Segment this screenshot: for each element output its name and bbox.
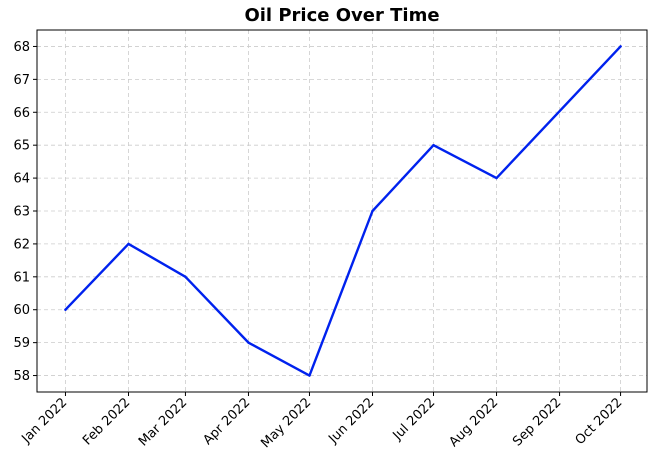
x-tick-label: Sep 2022	[510, 395, 564, 449]
y-axis: 58 59 60 61 62 63 64 65 66 67 68	[13, 40, 37, 384]
data-point	[247, 341, 250, 344]
y-tick-label: 65	[13, 139, 30, 154]
y-tick-label: 66	[13, 106, 30, 121]
y-tick-label: 68	[13, 40, 30, 55]
data-point	[432, 143, 435, 147]
series-layer	[64, 45, 622, 377]
data-point	[619, 45, 622, 48]
data-point	[495, 176, 498, 180]
y-tick-label: 63	[13, 205, 30, 220]
y-tick-label: 61	[13, 270, 30, 285]
data-point	[371, 209, 374, 213]
y-tick-label: 58	[13, 369, 30, 384]
y-tick-label: 67	[13, 73, 30, 88]
y-tick-label: 60	[13, 303, 30, 318]
x-tick-label: May 2022	[258, 395, 314, 451]
x-tick-label: Oct 2022	[573, 395, 626, 448]
grid	[37, 30, 647, 392]
y-tick-label: 62	[13, 237, 30, 252]
x-tick-label: Feb 2022	[80, 395, 133, 448]
y-tick-label: 64	[13, 172, 30, 187]
x-tick-label: Jan 2022	[18, 395, 70, 447]
y-tick-label: 59	[13, 336, 30, 351]
data-point	[127, 242, 130, 246]
chart-title: Oil Price Over Time	[244, 5, 439, 26]
x-tick-label: Aug 2022	[446, 395, 501, 450]
x-tick-label: Jun 2022	[325, 395, 377, 447]
data-point	[308, 374, 311, 377]
x-axis: Jan 2022 Feb 2022 Mar 2022 Apr 2022 May 2022…	[18, 392, 625, 451]
data-point	[64, 308, 67, 311]
x-tick-label: Mar 2022	[136, 395, 190, 449]
x-tick-label: Jul 2022	[390, 395, 439, 444]
data-point	[184, 275, 187, 279]
x-tick-label: Apr 2022	[200, 395, 253, 448]
